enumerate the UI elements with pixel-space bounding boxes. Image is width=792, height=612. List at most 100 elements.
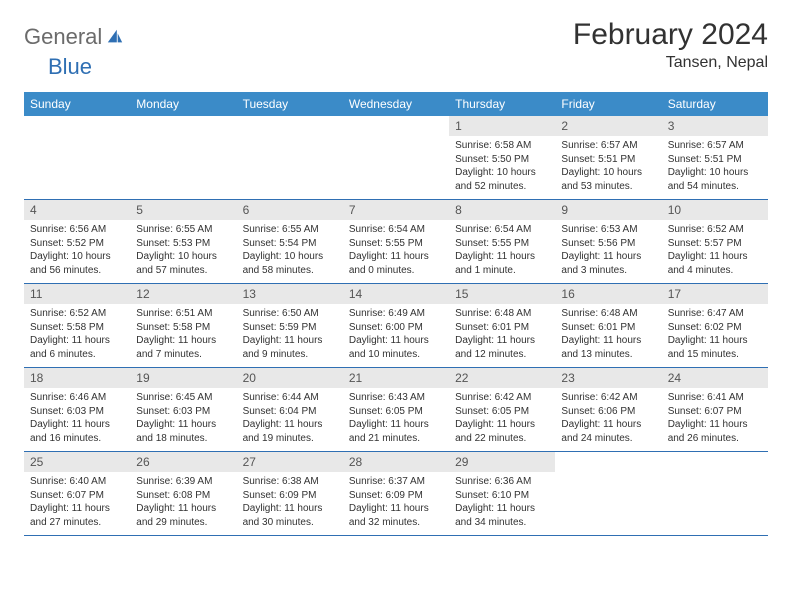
sunset-text: Sunset: 6:07 PM bbox=[668, 405, 762, 419]
daylight-text: Daylight: 11 hours and 7 minutes. bbox=[136, 334, 230, 361]
day-number: 29 bbox=[449, 452, 555, 472]
sunrise-text: Sunrise: 6:57 AM bbox=[561, 139, 655, 153]
day-number: 15 bbox=[449, 284, 555, 304]
day-content: Sunrise: 6:41 AMSunset: 6:07 PMDaylight:… bbox=[662, 388, 768, 451]
day-content: Sunrise: 6:37 AMSunset: 6:09 PMDaylight:… bbox=[343, 472, 449, 535]
day-number: 25 bbox=[24, 452, 130, 472]
sunset-text: Sunset: 5:55 PM bbox=[455, 237, 549, 251]
day-cell: 20Sunrise: 6:44 AMSunset: 6:04 PMDayligh… bbox=[237, 368, 343, 451]
weekday-header-row: SundayMondayTuesdayWednesdayThursdayFrid… bbox=[24, 92, 768, 116]
day-cell: 13Sunrise: 6:50 AMSunset: 5:59 PMDayligh… bbox=[237, 284, 343, 367]
day-number: 22 bbox=[449, 368, 555, 388]
day-number: 24 bbox=[662, 368, 768, 388]
day-cell: 6Sunrise: 6:55 AMSunset: 5:54 PMDaylight… bbox=[237, 200, 343, 283]
daylight-text: Daylight: 11 hours and 0 minutes. bbox=[349, 250, 443, 277]
sunrise-text: Sunrise: 6:50 AM bbox=[243, 307, 337, 321]
day-cell: 21Sunrise: 6:43 AMSunset: 6:05 PMDayligh… bbox=[343, 368, 449, 451]
day-content: Sunrise: 6:58 AMSunset: 5:50 PMDaylight:… bbox=[449, 136, 555, 199]
day-content: Sunrise: 6:38 AMSunset: 6:09 PMDaylight:… bbox=[237, 472, 343, 535]
day-cell: 14Sunrise: 6:49 AMSunset: 6:00 PMDayligh… bbox=[343, 284, 449, 367]
daylight-text: Daylight: 11 hours and 9 minutes. bbox=[243, 334, 337, 361]
day-number: 17 bbox=[662, 284, 768, 304]
daylight-text: Daylight: 11 hours and 16 minutes. bbox=[30, 418, 124, 445]
logo-text-general: General bbox=[24, 24, 102, 50]
day-content: Sunrise: 6:57 AMSunset: 5:51 PMDaylight:… bbox=[662, 136, 768, 199]
day-content: Sunrise: 6:44 AMSunset: 6:04 PMDaylight:… bbox=[237, 388, 343, 451]
daylight-text: Daylight: 11 hours and 30 minutes. bbox=[243, 502, 337, 529]
day-cell: 5Sunrise: 6:55 AMSunset: 5:53 PMDaylight… bbox=[130, 200, 236, 283]
logo-text-blue: Blue bbox=[48, 54, 92, 79]
day-number: 20 bbox=[237, 368, 343, 388]
daylight-text: Daylight: 11 hours and 6 minutes. bbox=[30, 334, 124, 361]
sunset-text: Sunset: 6:01 PM bbox=[455, 321, 549, 335]
day-content: Sunrise: 6:52 AMSunset: 5:57 PMDaylight:… bbox=[662, 220, 768, 283]
day-content: Sunrise: 6:42 AMSunset: 6:05 PMDaylight:… bbox=[449, 388, 555, 451]
day-content: Sunrise: 6:48 AMSunset: 6:01 PMDaylight:… bbox=[555, 304, 661, 367]
day-cell: 19Sunrise: 6:45 AMSunset: 6:03 PMDayligh… bbox=[130, 368, 236, 451]
day-content: Sunrise: 6:55 AMSunset: 5:54 PMDaylight:… bbox=[237, 220, 343, 283]
week-row: 25Sunrise: 6:40 AMSunset: 6:07 PMDayligh… bbox=[24, 452, 768, 536]
day-number: 10 bbox=[662, 200, 768, 220]
daylight-text: Daylight: 11 hours and 32 minutes. bbox=[349, 502, 443, 529]
weekday-header: Friday bbox=[555, 92, 661, 116]
daylight-text: Daylight: 10 hours and 52 minutes. bbox=[455, 166, 549, 193]
sunset-text: Sunset: 5:51 PM bbox=[561, 153, 655, 167]
daylight-text: Daylight: 11 hours and 10 minutes. bbox=[349, 334, 443, 361]
day-content: Sunrise: 6:47 AMSunset: 6:02 PMDaylight:… bbox=[662, 304, 768, 367]
day-number: 2 bbox=[555, 116, 661, 136]
sunrise-text: Sunrise: 6:57 AM bbox=[668, 139, 762, 153]
sunrise-text: Sunrise: 6:42 AM bbox=[561, 391, 655, 405]
day-cell: 27Sunrise: 6:38 AMSunset: 6:09 PMDayligh… bbox=[237, 452, 343, 535]
day-cell: 24Sunrise: 6:41 AMSunset: 6:07 PMDayligh… bbox=[662, 368, 768, 451]
sunset-text: Sunset: 6:05 PM bbox=[455, 405, 549, 419]
day-cell: 29Sunrise: 6:36 AMSunset: 6:10 PMDayligh… bbox=[449, 452, 555, 535]
daylight-text: Daylight: 11 hours and 19 minutes. bbox=[243, 418, 337, 445]
day-content: Sunrise: 6:54 AMSunset: 5:55 PMDaylight:… bbox=[449, 220, 555, 283]
weekday-header: Wednesday bbox=[343, 92, 449, 116]
sunrise-text: Sunrise: 6:53 AM bbox=[561, 223, 655, 237]
week-row: 1Sunrise: 6:58 AMSunset: 5:50 PMDaylight… bbox=[24, 116, 768, 200]
sunset-text: Sunset: 6:10 PM bbox=[455, 489, 549, 503]
day-cell: 16Sunrise: 6:48 AMSunset: 6:01 PMDayligh… bbox=[555, 284, 661, 367]
logo: General bbox=[24, 18, 128, 50]
daylight-text: Daylight: 11 hours and 18 minutes. bbox=[136, 418, 230, 445]
day-content: Sunrise: 6:42 AMSunset: 6:06 PMDaylight:… bbox=[555, 388, 661, 451]
sunset-text: Sunset: 5:58 PM bbox=[136, 321, 230, 335]
sunrise-text: Sunrise: 6:46 AM bbox=[30, 391, 124, 405]
sunset-text: Sunset: 5:54 PM bbox=[243, 237, 337, 251]
day-number: 9 bbox=[555, 200, 661, 220]
day-cell: 1Sunrise: 6:58 AMSunset: 5:50 PMDaylight… bbox=[449, 116, 555, 199]
daylight-text: Daylight: 11 hours and 21 minutes. bbox=[349, 418, 443, 445]
daylight-text: Daylight: 10 hours and 58 minutes. bbox=[243, 250, 337, 277]
day-cell bbox=[24, 116, 130, 199]
daylight-text: Daylight: 11 hours and 3 minutes. bbox=[561, 250, 655, 277]
sunset-text: Sunset: 6:09 PM bbox=[243, 489, 337, 503]
daylight-text: Daylight: 11 hours and 13 minutes. bbox=[561, 334, 655, 361]
day-cell: 7Sunrise: 6:54 AMSunset: 5:55 PMDaylight… bbox=[343, 200, 449, 283]
month-title: February 2024 bbox=[573, 18, 768, 52]
day-content: Sunrise: 6:56 AMSunset: 5:52 PMDaylight:… bbox=[24, 220, 130, 283]
daylight-text: Daylight: 10 hours and 54 minutes. bbox=[668, 166, 762, 193]
sunset-text: Sunset: 5:50 PM bbox=[455, 153, 549, 167]
weekday-header: Saturday bbox=[662, 92, 768, 116]
sunset-text: Sunset: 5:59 PM bbox=[243, 321, 337, 335]
day-cell bbox=[343, 116, 449, 199]
day-number: 7 bbox=[343, 200, 449, 220]
daylight-text: Daylight: 11 hours and 15 minutes. bbox=[668, 334, 762, 361]
sunrise-text: Sunrise: 6:37 AM bbox=[349, 475, 443, 489]
day-content: Sunrise: 6:43 AMSunset: 6:05 PMDaylight:… bbox=[343, 388, 449, 451]
day-cell: 11Sunrise: 6:52 AMSunset: 5:58 PMDayligh… bbox=[24, 284, 130, 367]
day-number: 14 bbox=[343, 284, 449, 304]
calendar-page: General February 2024 Tansen, Nepal Blue… bbox=[0, 0, 792, 554]
day-content: Sunrise: 6:49 AMSunset: 6:00 PMDaylight:… bbox=[343, 304, 449, 367]
day-cell: 18Sunrise: 6:46 AMSunset: 6:03 PMDayligh… bbox=[24, 368, 130, 451]
day-cell: 17Sunrise: 6:47 AMSunset: 6:02 PMDayligh… bbox=[662, 284, 768, 367]
day-number: 5 bbox=[130, 200, 236, 220]
sunset-text: Sunset: 5:57 PM bbox=[668, 237, 762, 251]
day-content: Sunrise: 6:48 AMSunset: 6:01 PMDaylight:… bbox=[449, 304, 555, 367]
sunset-text: Sunset: 5:53 PM bbox=[136, 237, 230, 251]
weekday-header: Sunday bbox=[24, 92, 130, 116]
sunset-text: Sunset: 6:06 PM bbox=[561, 405, 655, 419]
weekday-header: Monday bbox=[130, 92, 236, 116]
day-cell: 15Sunrise: 6:48 AMSunset: 6:01 PMDayligh… bbox=[449, 284, 555, 367]
